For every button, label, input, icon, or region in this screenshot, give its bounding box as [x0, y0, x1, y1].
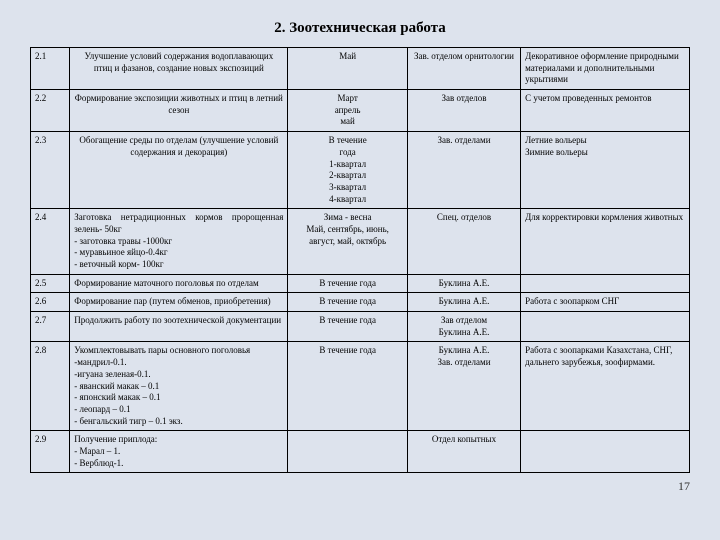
row-number: 2.2: [31, 90, 70, 132]
zoo-work-table: 2.1Улучшение условий содержания водоплав…: [30, 47, 690, 473]
row-number: 2.4: [31, 209, 70, 274]
row-description: Заготовка нетрадиционных кормов пророщен…: [70, 209, 288, 274]
table-row: 2.6Формирование пар (путем обменов, прио…: [31, 293, 690, 312]
row-timing: Зима - веснаМай, сентябрь, июнь, август,…: [288, 209, 407, 274]
row-note: [521, 274, 690, 293]
row-number: 2.8: [31, 342, 70, 431]
row-responsible: Буклина А.Е.Зав. отделами: [407, 342, 520, 431]
row-description: Укомплектовывать пары основного поголовь…: [70, 342, 288, 431]
row-number: 2.6: [31, 293, 70, 312]
row-description: Получение приплода:- Марал – 1.- Верблюд…: [70, 431, 288, 473]
table-row: 2.7Продолжить работу по зоотехнической д…: [31, 312, 690, 342]
table-row: 2.8Укомплектовывать пары основного погол…: [31, 342, 690, 431]
row-note: [521, 312, 690, 342]
row-responsible: Зав. отделом орнитологии: [407, 48, 520, 90]
row-number: 2.3: [31, 132, 70, 209]
row-description: Продолжить работу по зоотехнической доку…: [70, 312, 288, 342]
row-description: Улучшение условий содержания водоплавающ…: [70, 48, 288, 90]
row-description: Обогащение среды по отделам (улучшение у…: [70, 132, 288, 209]
table-row: 2.1Улучшение условий содержания водоплав…: [31, 48, 690, 90]
row-number: 2.5: [31, 274, 70, 293]
row-responsible: Зав отделомБуклина А.Е.: [407, 312, 520, 342]
row-note: Декоративное оформление природными матер…: [521, 48, 690, 90]
row-note: Для корректировки кормления животных: [521, 209, 690, 274]
row-note: [521, 431, 690, 473]
row-responsible: Зав. отделами: [407, 132, 520, 209]
row-timing: Май: [288, 48, 407, 90]
table-row: 2.9Получение приплода:- Марал – 1.- Верб…: [31, 431, 690, 473]
row-description: Формирование экспозиции животных и птиц …: [70, 90, 288, 132]
table-row: 2.3Обогащение среды по отделам (улучшени…: [31, 132, 690, 209]
table-row: 2.2Формирование экспозиции животных и пт…: [31, 90, 690, 132]
row-timing: Мартапрельмай: [288, 90, 407, 132]
row-responsible: Буклина А.Е.: [407, 274, 520, 293]
row-note: Работа с зоопарком СНГ: [521, 293, 690, 312]
row-timing: В течение года: [288, 312, 407, 342]
row-number: 2.9: [31, 431, 70, 473]
row-responsible: Зав отделов: [407, 90, 520, 132]
row-note: Работа с зоопарками Казахстана, СНГ, дал…: [521, 342, 690, 431]
row-timing: [288, 431, 407, 473]
row-number: 2.1: [31, 48, 70, 90]
section-title: 2. Зоотехническая работа: [30, 20, 690, 37]
row-number: 2.7: [31, 312, 70, 342]
row-note: С учетом проведенных ремонтов: [521, 90, 690, 132]
page-number: 17: [30, 479, 690, 494]
table-row: 2.4Заготовка нетрадиционных кормов проро…: [31, 209, 690, 274]
row-responsible: Спец. отделов: [407, 209, 520, 274]
table-row: 2.5Формирование маточного поголовья по о…: [31, 274, 690, 293]
row-note: Летние вольерыЗимние вольеры: [521, 132, 690, 209]
row-timing: В течение года: [288, 274, 407, 293]
row-responsible: Буклина А.Е.: [407, 293, 520, 312]
row-timing: В течениегода1-квартал2-квартал3-квартал…: [288, 132, 407, 209]
row-timing: В течение года: [288, 293, 407, 312]
row-description: Формирование пар (путем обменов, приобре…: [70, 293, 288, 312]
row-description: Формирование маточного поголовья по отде…: [70, 274, 288, 293]
row-responsible: Отдел копытных: [407, 431, 520, 473]
row-timing: В течение года: [288, 342, 407, 431]
